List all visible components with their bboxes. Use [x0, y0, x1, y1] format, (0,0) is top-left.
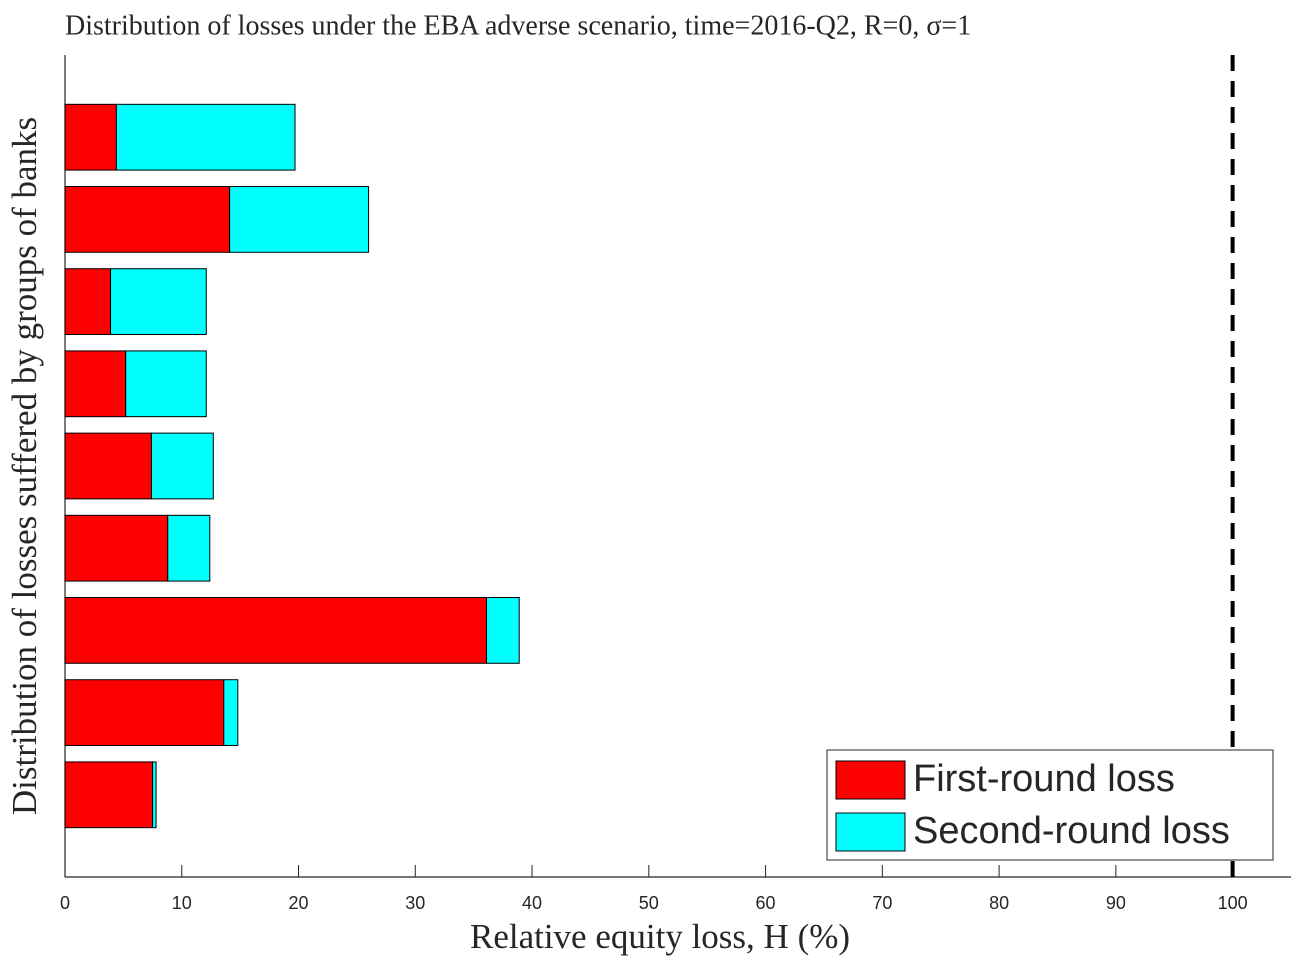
x-axis-label: Relative equity loss, H (%) — [470, 917, 850, 956]
bar-segment — [167, 514, 211, 582]
bar-segment — [64, 268, 112, 335]
x-tick-label: 20 — [289, 893, 309, 913]
x-tick-label: 30 — [405, 893, 425, 913]
bar-segment — [150, 432, 214, 500]
bar-segment — [64, 679, 225, 746]
legend-swatch — [835, 812, 906, 852]
x-tick-label: 50 — [639, 893, 659, 913]
legend-swatch — [835, 760, 906, 800]
bar-segment — [64, 514, 169, 582]
bar-segment — [64, 186, 231, 253]
y-axis-label: Distribution of losses suffered by group… — [5, 117, 44, 815]
bar-segment — [125, 350, 207, 418]
x-tick-label: 100 — [1218, 893, 1248, 913]
x-tick-label: 40 — [522, 893, 542, 913]
legend-label: First-round loss — [913, 758, 1175, 800]
x-tick-label: 10 — [172, 893, 192, 913]
chart-title: Distribution of losses under the EBA adv… — [65, 10, 971, 41]
bar-segment — [64, 761, 154, 829]
bar-segment — [64, 432, 152, 500]
bar-segment — [115, 103, 296, 171]
x-tick-label: 0 — [60, 893, 70, 913]
x-tick-label: 90 — [1106, 893, 1126, 913]
bar-segment — [223, 679, 239, 746]
x-tick-label: 70 — [872, 893, 892, 913]
bar-segment — [64, 597, 488, 664]
bar-segment — [152, 761, 157, 829]
legend-label: Second-round loss — [913, 810, 1230, 852]
x-tick-label: 80 — [989, 893, 1009, 913]
bar-segment — [64, 350, 127, 418]
bar-segment — [486, 597, 520, 664]
x-tick-label: 60 — [756, 893, 776, 913]
bar-segment — [64, 103, 117, 171]
bar-segment — [110, 268, 207, 335]
bar-segment — [229, 186, 370, 253]
